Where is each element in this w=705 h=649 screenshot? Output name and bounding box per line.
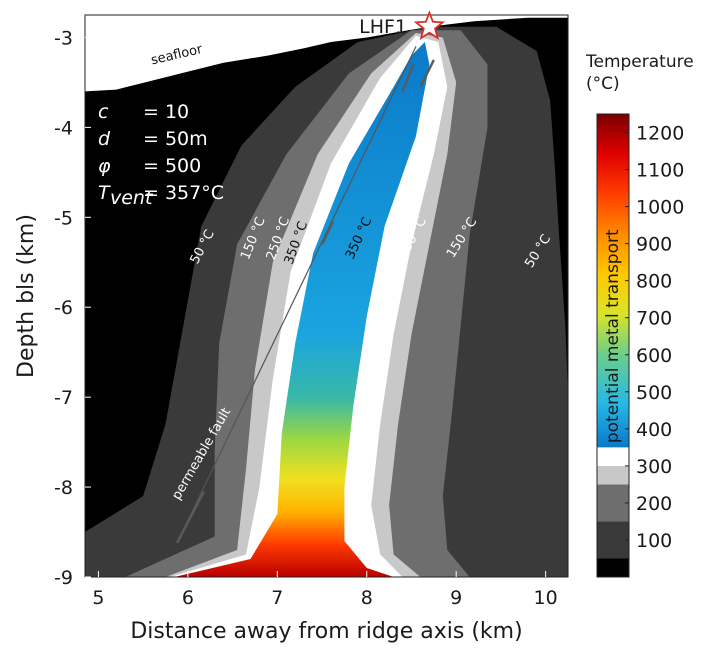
y-tick-label: -7 (54, 387, 73, 409)
colorbar-unit: (°C) (586, 74, 620, 94)
y-axis-title: Depth bls (km) (14, 214, 39, 378)
plot-area (84, 14, 569, 578)
x-tick-label: 8 (361, 587, 373, 609)
param-value: = 50m (143, 128, 208, 150)
param-symbol: φ (98, 155, 111, 177)
colorbar-gradient (597, 114, 629, 448)
param-symbol: T (98, 182, 111, 204)
colorbar-band (597, 558, 629, 577)
y-axis: -3 -4 -5 -6 -7 -8 -9 (54, 27, 91, 589)
param-value: = 10 (143, 101, 189, 123)
vent-star-icon (413, 10, 446, 41)
colorbar-ticks: 100 200 300 400 500 600 700 800 900 1000 1100 1200 (625, 123, 684, 552)
permeable-fault-line (176, 46, 417, 544)
colorbar-tick-label: 700 (636, 308, 672, 330)
x-tick-label: 5 (92, 587, 104, 609)
x-axis-title: Distance away from ridge axis (km) (130, 619, 522, 644)
plot-frame (84, 14, 569, 578)
param-symbol: d (98, 128, 111, 150)
colorbar-band (597, 521, 629, 559)
y-tick-label: -4 (54, 117, 73, 139)
param-symbol: c (98, 101, 109, 123)
colorbar-tick-label: 600 (636, 345, 672, 367)
vent-label: LHF1 (359, 16, 407, 38)
fault-segment (401, 64, 415, 92)
fault-segments (176, 59, 435, 544)
fault-segment (419, 59, 435, 88)
colorbar-tick-label: 200 (636, 493, 672, 515)
metal-transport-label: potential metal transport (603, 229, 623, 443)
fault-segment (176, 491, 206, 544)
colorbar-tick-label: 900 (636, 234, 672, 256)
colorbar-tick-label: 1100 (636, 160, 684, 182)
x-tick-label: 7 (271, 587, 283, 609)
y-tick-label: -9 (54, 567, 73, 589)
colorbar-tick-label: 100 (636, 530, 672, 552)
fault-segment (320, 221, 334, 245)
y-tick-label: -3 (54, 27, 73, 49)
x-tick-label: 6 (182, 587, 194, 609)
y-tick-label: -6 (54, 297, 73, 319)
colorbar-tick-label: 300 (636, 456, 672, 478)
x-tick-label: 10 (534, 587, 558, 609)
x-axis: 5 6 7 8 9 10 (92, 571, 558, 609)
plume-metal-transport (174, 42, 430, 577)
y-tick-label: -5 (54, 207, 73, 229)
param-value: = 500 (143, 155, 201, 177)
colorbar-band (597, 447, 629, 466)
parameter-block: c = 10 d = 50m φ = 500 T vent= 357°C (98, 101, 224, 209)
colorbar-tick-label: 400 (636, 419, 672, 441)
colorbar-tick-label: 800 (636, 271, 672, 293)
colorbar-title: Temperature (585, 52, 694, 72)
colorbar-band (597, 465, 629, 485)
y-tick-label: -8 (54, 477, 73, 499)
param-value: = 357°C (143, 182, 224, 204)
colorbar-tick-label: 1000 (636, 197, 684, 219)
param-subscript: vent (110, 187, 154, 209)
colorbar-tick-label: 500 (636, 382, 672, 404)
colorbar-bands (597, 114, 629, 577)
colorbar-frame (596, 113, 630, 578)
colorbar: Temperature (°C) 100 200 300 400 500 600 700 80… (585, 52, 694, 578)
x-tick-label: 9 (450, 587, 462, 609)
colorbar-band (597, 484, 629, 522)
colorbar-tick-label: 1200 (636, 123, 684, 145)
seafloor-region (85, 15, 568, 92)
